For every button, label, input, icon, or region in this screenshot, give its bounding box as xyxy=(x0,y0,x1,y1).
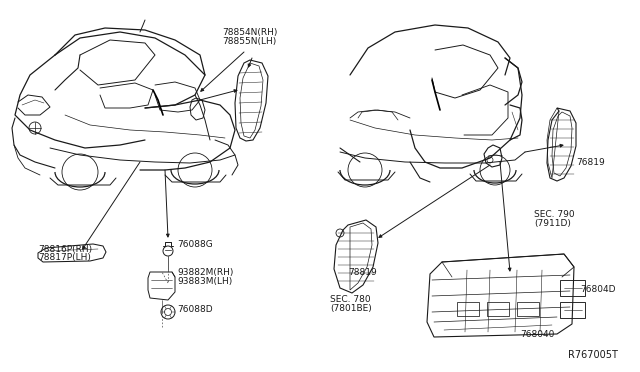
Text: 78855N(LH): 78855N(LH) xyxy=(222,37,276,46)
Bar xyxy=(560,280,585,296)
Text: (7911D): (7911D) xyxy=(534,219,571,228)
Text: 78854N(RH): 78854N(RH) xyxy=(222,28,277,37)
Text: 78817P(LH): 78817P(LH) xyxy=(38,253,91,262)
Bar xyxy=(517,302,539,316)
Text: R767005T: R767005T xyxy=(568,350,618,360)
Text: 76804D: 76804D xyxy=(580,285,616,294)
Text: 93882M(RH): 93882M(RH) xyxy=(177,268,234,277)
Text: 76819: 76819 xyxy=(576,158,605,167)
Text: 78816P(RH): 78816P(RH) xyxy=(38,245,92,254)
Text: SEC. 780: SEC. 780 xyxy=(330,295,371,304)
Bar xyxy=(560,302,585,318)
Text: 78819: 78819 xyxy=(348,268,377,277)
Bar xyxy=(457,302,479,316)
Text: 768040: 768040 xyxy=(520,330,554,339)
Text: (7801BE): (7801BE) xyxy=(330,304,372,313)
Text: SEC. 790: SEC. 790 xyxy=(534,210,575,219)
Bar xyxy=(487,302,509,316)
Text: 76088D: 76088D xyxy=(177,305,212,314)
Text: 93883M(LH): 93883M(LH) xyxy=(177,277,232,286)
Text: 76088G: 76088G xyxy=(177,240,212,249)
